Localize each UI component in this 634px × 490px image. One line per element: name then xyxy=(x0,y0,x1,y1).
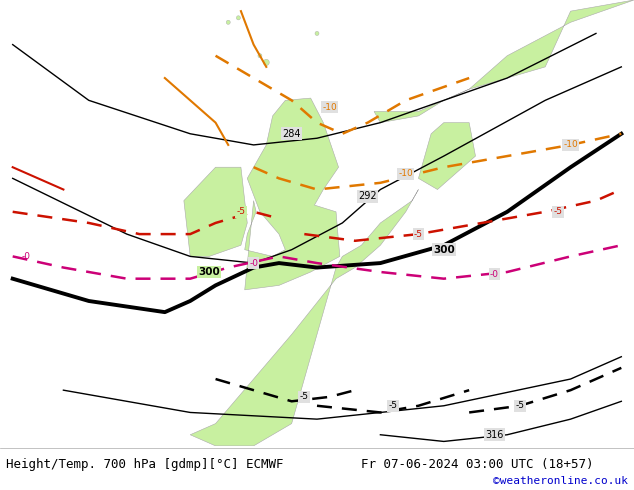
Polygon shape xyxy=(374,0,634,122)
Circle shape xyxy=(226,20,230,24)
Text: -10: -10 xyxy=(322,102,337,112)
Text: 316: 316 xyxy=(486,430,503,440)
Text: -5: -5 xyxy=(236,207,245,216)
Text: -10: -10 xyxy=(563,141,578,149)
Text: 300: 300 xyxy=(198,267,220,277)
Text: -5: -5 xyxy=(389,401,398,410)
Text: -5: -5 xyxy=(300,392,309,401)
Text: -0: -0 xyxy=(490,270,499,279)
Text: -0: -0 xyxy=(22,252,30,261)
Text: -5: -5 xyxy=(414,230,423,239)
Text: 300: 300 xyxy=(433,245,455,255)
Polygon shape xyxy=(184,167,247,256)
Text: 284: 284 xyxy=(282,129,301,139)
Text: -10: -10 xyxy=(398,170,413,178)
Circle shape xyxy=(236,16,240,20)
Circle shape xyxy=(315,31,319,35)
Text: 292: 292 xyxy=(358,191,377,201)
Text: -5: -5 xyxy=(553,207,562,216)
Text: -0: -0 xyxy=(249,259,258,268)
Text: Fr 07-06-2024 03:00 UTC (18+57): Fr 07-06-2024 03:00 UTC (18+57) xyxy=(361,458,594,471)
Text: ©weatheronline.co.uk: ©weatheronline.co.uk xyxy=(493,476,628,487)
Circle shape xyxy=(258,54,262,58)
Text: Height/Temp. 700 hPa [gdmp][°C] ECMWF: Height/Temp. 700 hPa [gdmp][°C] ECMWF xyxy=(6,458,284,471)
Polygon shape xyxy=(418,122,476,190)
Text: -5: -5 xyxy=(515,401,524,410)
Circle shape xyxy=(263,59,269,66)
Polygon shape xyxy=(190,190,418,446)
Polygon shape xyxy=(245,98,340,290)
